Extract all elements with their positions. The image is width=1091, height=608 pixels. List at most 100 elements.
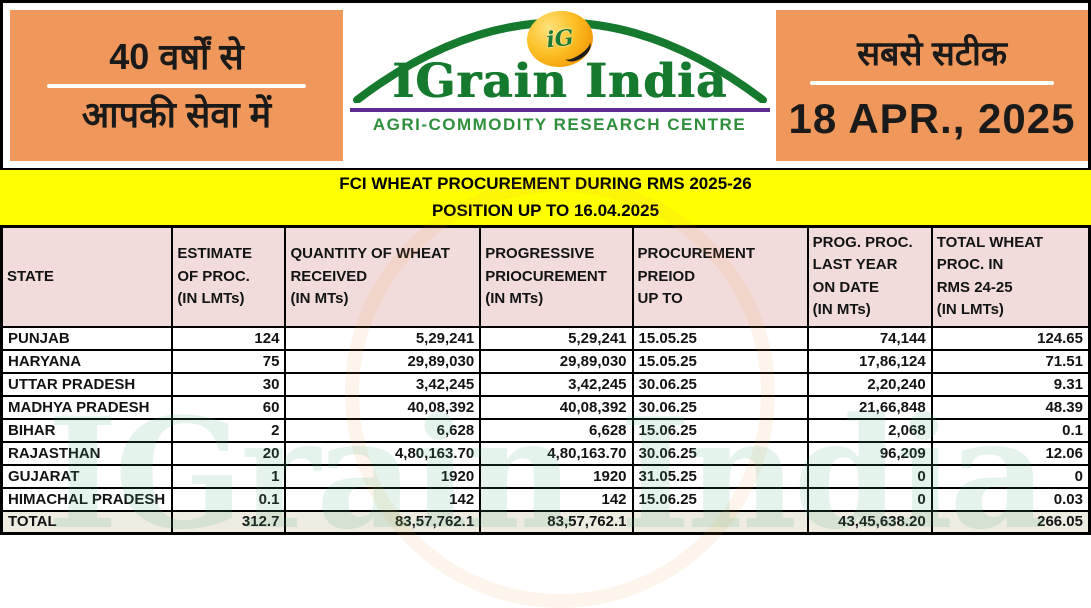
- table-cell: 15.05.25: [631, 348, 809, 374]
- table-cell: 312.7: [171, 509, 287, 535]
- table-cell: 15.06.25: [631, 486, 809, 512]
- table-cell: MADHYA PRADESH: [0, 394, 174, 420]
- table-cell: 31.05.25: [631, 463, 809, 489]
- table-cell: 30.06.25: [631, 371, 809, 397]
- table-cell: 4,80,163.70: [479, 440, 634, 466]
- table-cell: PUNJAB: [0, 325, 174, 351]
- date-divider: [810, 80, 1054, 85]
- table-cell: 0: [806, 486, 933, 512]
- table-cell: 2,20,240: [806, 371, 933, 397]
- table-cell: 0.1: [930, 417, 1091, 443]
- column-header: STATE: [0, 225, 174, 328]
- table-cell: TOTAL: [0, 509, 174, 535]
- masthead: 40 वर्षों से आपकी सेवा में iG IGrain Ind…: [0, 0, 1091, 168]
- column-header: PROG. PROC. LAST YEAR ON DATE (IN MTs): [806, 225, 933, 328]
- table-cell: 40,08,392: [284, 394, 482, 420]
- report-title-line2: POSITION UP TO 16.04.2025: [431, 200, 660, 220]
- table-total-row: TOTAL 312.7 83,57,762.1 83,57,762.1 43,45,63…: [0, 509, 1091, 535]
- table-cell: 60: [171, 394, 287, 420]
- title-banner: FCI WHEAT PROCUREMENT DURING RMS 2025-26…: [0, 168, 1091, 225]
- table-cell: 96,209: [806, 440, 933, 466]
- table-cell: 43,45,638.20: [806, 509, 933, 535]
- column-header: PROCUREMENT PREIOD UP TO: [631, 225, 809, 328]
- table-cell: 0.1: [171, 486, 287, 512]
- report-date: 18 APR., 2025: [788, 94, 1076, 142]
- table-row: HIMACHAL PRADESH 0.1 142 142 15.06.25 0 0.03: [0, 486, 1091, 512]
- table-row: GUJARAT 1 1920 1920 31.05.25 0 0: [0, 463, 1091, 489]
- igrain-logo: iG IGrain India AGRI-COMMODITY RESEARCH …: [347, 3, 772, 168]
- table-cell: 6,628: [284, 417, 482, 443]
- table-cell: 48.39: [930, 394, 1091, 420]
- tagline-line1: 40 वर्षों से: [109, 36, 244, 78]
- table-row: HARYANA 75 29,89,030 29,89,030 15.05.25 17,86…: [0, 348, 1091, 374]
- table-cell: 29,89,030: [284, 348, 482, 374]
- table-row: RAJASTHAN 20 4,80,163.70 4,80,163.70 30.06.2…: [0, 440, 1091, 466]
- table-cell: 2,068: [806, 417, 933, 443]
- logo-underline: [349, 108, 770, 113]
- column-header: TOTAL WHEAT PROC. IN RMS 24-25 (IN LMTs): [930, 225, 1091, 328]
- table-cell: 83,57,762.1: [479, 509, 634, 535]
- table-cell: 2: [171, 417, 287, 443]
- table-cell: 40,08,392: [479, 394, 634, 420]
- table-cell: 21,66,848: [806, 394, 933, 420]
- table-body: PUNJAB 124 5,29,241 5,29,241 15.05.25 74,144 1…: [0, 325, 1091, 535]
- column-header: ESTIMATE OF PROC. (IN LMTs): [171, 225, 287, 328]
- table-cell: 6,628: [479, 417, 634, 443]
- table-cell: 124: [171, 325, 287, 351]
- report-title-line1: FCI WHEAT PROCUREMENT DURING RMS 2025-26: [339, 174, 752, 194]
- logo-monogram: iG: [544, 24, 575, 54]
- table-cell: 9.31: [930, 371, 1091, 397]
- table-cell: [631, 509, 809, 535]
- table-header-row: STATE ESTIMATE OF PROC. (IN LMTs) QUANTITY…: [0, 225, 1091, 328]
- table-row: MADHYA PRADESH 60 40,08,392 40,08,392 30.06.…: [0, 394, 1091, 420]
- table-cell: UTTAR PRADESH: [0, 371, 174, 397]
- table-cell: 30: [171, 371, 287, 397]
- column-header: QUANTITY OF WHEAT RECEIVED (IN MTs): [284, 225, 482, 328]
- table-row: PUNJAB 124 5,29,241 5,29,241 15.05.25 74,144 1…: [0, 325, 1091, 351]
- table-cell: 142: [479, 486, 634, 512]
- logo-subtitle: AGRI-COMMODITY RESEARCH CENTRE: [372, 115, 747, 135]
- table-cell: 71.51: [930, 348, 1091, 374]
- table-cell: 0.03: [930, 486, 1091, 512]
- table-cell: 266.05: [930, 509, 1091, 535]
- table-cell: HARYANA: [0, 348, 174, 374]
- table-cell: HIMACHAL PRADESH: [0, 486, 174, 512]
- table-head: STATE ESTIMATE OF PROC. (IN LMTs) QUANTITY…: [0, 225, 1091, 328]
- page: 40 वर्षों से आपकी सेवा में iG IGrain Ind…: [0, 0, 1091, 561]
- table-row: BIHAR 2 6,628 6,628 15.06.25 2,068 0.1: [0, 417, 1091, 443]
- table-cell: 1920: [284, 463, 482, 489]
- table-row: UTTAR PRADESH 30 3,42,245 3,42,245 30.06.25 2…: [0, 371, 1091, 397]
- table-cell: 1: [171, 463, 287, 489]
- accuracy-tagline: सबसे सटीक: [857, 34, 1007, 73]
- table-cell: GUJARAT: [0, 463, 174, 489]
- column-header: PROGRESSIVE PRIOCUREMENT (IN MTs): [479, 225, 634, 328]
- table-cell: 3,42,245: [284, 371, 482, 397]
- table-cell: 5,29,241: [479, 325, 634, 351]
- table-cell: 30.06.25: [631, 440, 809, 466]
- table-cell: 1920: [479, 463, 634, 489]
- left-tagline-banner: 40 वर्षों से आपकी सेवा में: [10, 10, 343, 161]
- table-cell: 15.06.25: [631, 417, 809, 443]
- table-cell: 74,144: [806, 325, 933, 351]
- table-cell: 29,89,030: [479, 348, 634, 374]
- table-cell: 17,86,124: [806, 348, 933, 374]
- table-cell: 30.06.25: [631, 394, 809, 420]
- table-cell: BIHAR: [0, 417, 174, 443]
- tagline-line2: आपकी सेवा में: [81, 93, 272, 135]
- table-cell: 0: [806, 463, 933, 489]
- table-cell: RAJASTHAN: [0, 440, 174, 466]
- table-cell: 15.05.25: [631, 325, 809, 351]
- table-cell: 75: [171, 348, 287, 374]
- table-cell: 0: [930, 463, 1091, 489]
- table-cell: 83,57,762.1: [284, 509, 482, 535]
- procurement-table: STATE ESTIMATE OF PROC. (IN LMTs) QUANTITY…: [0, 225, 1091, 535]
- table-cell: 124.65: [930, 325, 1091, 351]
- table-cell: 142: [284, 486, 482, 512]
- table-cell: 3,42,245: [479, 371, 634, 397]
- table-cell: 5,29,241: [284, 325, 482, 351]
- right-date-banner: सबसे सटीक 18 APR., 2025: [776, 10, 1088, 161]
- table-cell: 20: [171, 440, 287, 466]
- table-cell: 12.06: [930, 440, 1091, 466]
- tagline-divider: [46, 83, 307, 88]
- table-cell: 4,80,163.70: [284, 440, 482, 466]
